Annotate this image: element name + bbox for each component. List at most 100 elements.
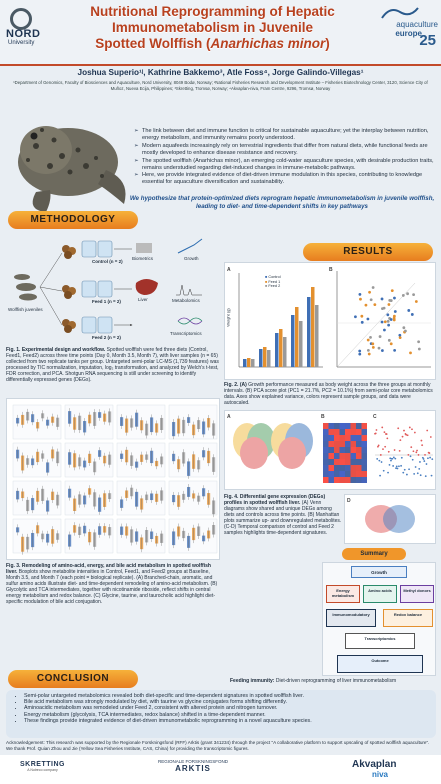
manhattan-point <box>431 458 434 461</box>
manhattan-point <box>412 450 415 453</box>
title-line-3: Spotted Wolffish (Anarhichas minor) <box>60 36 365 52</box>
manhattan-point <box>414 466 417 468</box>
heatmap-cell <box>350 471 356 477</box>
heatmap-cell <box>323 465 329 471</box>
pca-point <box>409 351 412 355</box>
sponsor-footer: SKRETTING A Nutreco company REGIONALE FO… <box>0 755 441 784</box>
manhattan-point <box>405 433 408 436</box>
growth-bar <box>311 287 315 367</box>
pca-point <box>412 293 415 297</box>
pca-point <box>387 303 391 306</box>
growth-bar <box>251 359 255 367</box>
control-label: Control <box>92 259 108 264</box>
manhattan-point <box>394 457 397 460</box>
feed2-label: Feed 2 <box>92 335 107 340</box>
manhattan-point <box>385 433 388 435</box>
manhattan-point <box>395 465 398 468</box>
manhattan-point <box>422 458 425 460</box>
hypothesis-statement: We hypothesize that protein-optimized di… <box>129 195 435 210</box>
aquaculture-europe-logo: aquaculture europe 25 <box>372 6 438 56</box>
manhattan-point <box>374 432 377 435</box>
manhattan-point <box>389 457 392 460</box>
summary-amino: Amino acids <box>363 585 397 603</box>
manhattan-point <box>379 454 382 456</box>
pca-point <box>383 320 387 324</box>
manhattan-point <box>420 439 423 442</box>
manhattan-point <box>396 467 399 470</box>
manhattan-point <box>376 458 379 460</box>
pca-point <box>369 298 373 302</box>
manhattan-point <box>380 461 383 463</box>
heatmap-cell <box>334 429 340 435</box>
heatmap-cell <box>323 447 329 453</box>
feed2-n: (n = 2) <box>107 335 121 340</box>
heatmap-cell <box>328 441 334 447</box>
title-line-3c: ) <box>325 36 330 51</box>
fig3-caption-title: Fig. 3. Remodeling of amino-acid, energy… <box>6 563 211 575</box>
heatmap-cell <box>350 477 356 483</box>
manhattan-point <box>398 465 400 468</box>
pca-point <box>386 319 390 323</box>
manhattan-point <box>429 436 432 438</box>
feed1-n: (n = 2) <box>107 299 121 304</box>
fig1-caption-title: Fig. 1. Experimental design and workflow… <box>6 347 106 353</box>
pca-point <box>393 310 397 313</box>
summary-redox: Redox balance <box>383 609 433 627</box>
manhattan-point <box>379 474 381 477</box>
pca-point <box>414 300 418 303</box>
feed-pellets-icon <box>62 245 76 333</box>
manhattan-point <box>419 461 421 463</box>
manhattan-point <box>430 474 433 477</box>
fig1-workflow-diagram: Control (n = 2) Feed 1 (n = 2) Feed 2 (n… <box>6 231 220 346</box>
heatmap-cell <box>361 441 367 447</box>
fig3-caption: Fig. 3. Remodeling of amino-acid, energy… <box>6 563 220 605</box>
manhattan-point <box>426 429 429 432</box>
svg-text:D: D <box>347 498 351 504</box>
heatmap-cell <box>339 423 345 429</box>
nord-ring-icon <box>10 8 32 30</box>
heatmap-cell <box>361 471 367 477</box>
methodology-banner: METHODOLOGY <box>8 211 138 229</box>
svg-text:B: B <box>329 267 333 273</box>
heatmap-cell <box>350 465 356 471</box>
pca-point <box>407 309 411 312</box>
acknowledgement: Acknowledgement: This research was suppo… <box>6 740 430 751</box>
growth-bar <box>279 329 283 367</box>
rff-logo-text-1: REGIONALE FORSKNINGSFOND <box>158 759 229 764</box>
heatmap-cell <box>361 447 367 453</box>
poster-header <box>0 0 441 66</box>
growth-bar <box>259 349 263 367</box>
ae-logo-year: 25 <box>419 32 436 49</box>
akvaplan-logo-subtext: niva <box>372 770 389 779</box>
rff-arktis-logo: REGIONALE FORSKNINGSFOND ARKTIS <box>158 759 228 773</box>
pca-point <box>386 313 390 317</box>
heatmap-cell <box>328 429 334 435</box>
heatmap-cell <box>339 459 345 465</box>
manhattan-point <box>416 449 418 452</box>
summary-banner: Summary <box>342 548 406 560</box>
growth-bar <box>267 350 271 367</box>
pca-point <box>417 347 421 351</box>
manhattan-point <box>378 459 381 462</box>
pca-point <box>358 292 362 296</box>
pca-point <box>358 352 362 356</box>
pca-point <box>366 338 370 342</box>
heatmap-cell <box>334 477 340 483</box>
manhattan-point <box>383 431 386 434</box>
heatmap-cell <box>328 423 334 429</box>
pca-point <box>404 329 407 333</box>
manhattan-point <box>387 450 390 453</box>
manhattan-point <box>391 457 394 460</box>
author-list: Joshua Superio¹ʲ, Kathrine Bakkemo³, Atl… <box>77 68 364 77</box>
control-n: (n = 2) <box>109 259 123 264</box>
manhattan-point <box>406 473 408 476</box>
heatmap-cell <box>345 435 351 441</box>
manhattan-point <box>392 465 395 467</box>
manhattan-point <box>413 431 416 434</box>
growth-bar <box>263 347 267 367</box>
pca-point <box>387 338 391 342</box>
heatmap-cell <box>339 441 345 447</box>
pca-point <box>354 315 357 319</box>
feeding-immunity-label: Feeding immunity: <box>230 678 275 684</box>
title-species: Anarhichas minor <box>210 36 326 51</box>
